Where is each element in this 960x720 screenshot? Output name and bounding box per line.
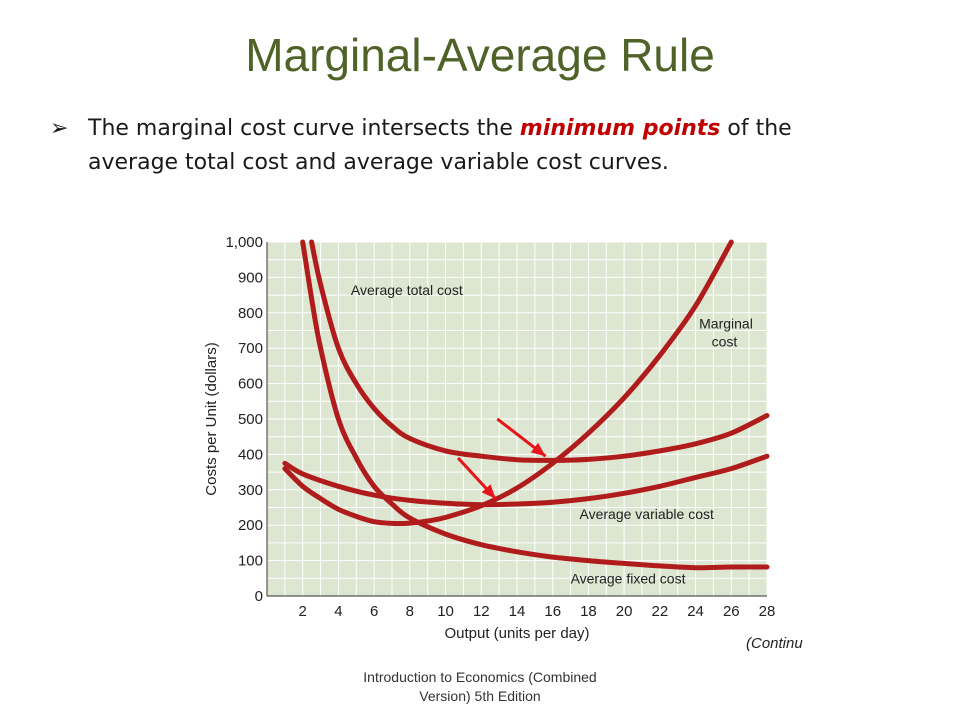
bullet-text-post: of the (720, 116, 792, 141)
bullet-highlight: minimum points (519, 116, 721, 141)
footer-citation: Introduction to Economics (Combined Vers… (330, 668, 630, 706)
bullet-text-line2: average total cost and average variable … (88, 150, 669, 175)
y-tick-label: 600 (238, 376, 263, 393)
footer-line-2: Version) 5th Edition (419, 688, 541, 704)
y-tick-label: 500 (238, 411, 263, 428)
x-tick-label: 20 (616, 603, 633, 620)
curve-label: Marginal (699, 316, 753, 332)
x-tick-label: 14 (509, 603, 526, 620)
footer-line-1: Introduction to Economics (Combined (363, 669, 597, 685)
bullet-text: ➢ The marginal cost curve intersects the … (50, 112, 920, 180)
y-tick-label: 300 (238, 482, 263, 499)
curve-label: Average total cost (351, 282, 463, 298)
x-tick-label: 10 (437, 603, 454, 620)
x-tick-label: 26 (723, 603, 740, 620)
x-tick-label: 4 (334, 603, 342, 620)
series-line-average-total-cost (309, 239, 770, 463)
x-tick-label: 18 (580, 603, 597, 620)
x-tick-label: 22 (652, 603, 669, 620)
y-axis-label: Costs per Unit (dollars) (203, 342, 220, 495)
series-line-marginal-cost (282, 239, 734, 527)
curve-label: Average variable cost (580, 506, 714, 522)
pointer-arrow-head (481, 484, 496, 499)
y-tick-label: 0 (255, 588, 263, 605)
x-tick-label: 8 (406, 603, 414, 620)
curve-label: cost (712, 333, 738, 349)
pointer-arrow-head (530, 442, 546, 457)
continued-label: (Continu (746, 635, 803, 652)
x-tick-label: 6 (370, 603, 378, 620)
x-tick-label: 24 (687, 603, 704, 620)
slide-title: Marginal-Average Rule (245, 29, 715, 81)
x-tick-label: 2 (299, 603, 307, 620)
y-tick-label: 900 (238, 269, 263, 286)
series-line-average-variable-cost (282, 453, 770, 508)
x-axis-label: Output (units per day) (444, 625, 589, 642)
y-tick-label: 100 (238, 553, 263, 570)
x-tick-label: 12 (473, 603, 490, 620)
curve-label: Average fixed cost (571, 571, 686, 587)
y-tick-label: 1,000 (225, 234, 263, 251)
bullet-text-pre: The marginal cost curve intersects the (88, 116, 520, 141)
arrow-bullet-icon: ➢ (50, 116, 69, 141)
y-tick-label: 400 (238, 446, 263, 463)
y-tick-label: 700 (238, 340, 263, 357)
x-tick-label: 28 (759, 603, 776, 620)
x-tick-label: 16 (544, 603, 561, 620)
y-tick-label: 800 (238, 305, 263, 322)
series-line-average-fixed-cost (300, 239, 770, 571)
y-tick-label: 200 (238, 517, 263, 534)
